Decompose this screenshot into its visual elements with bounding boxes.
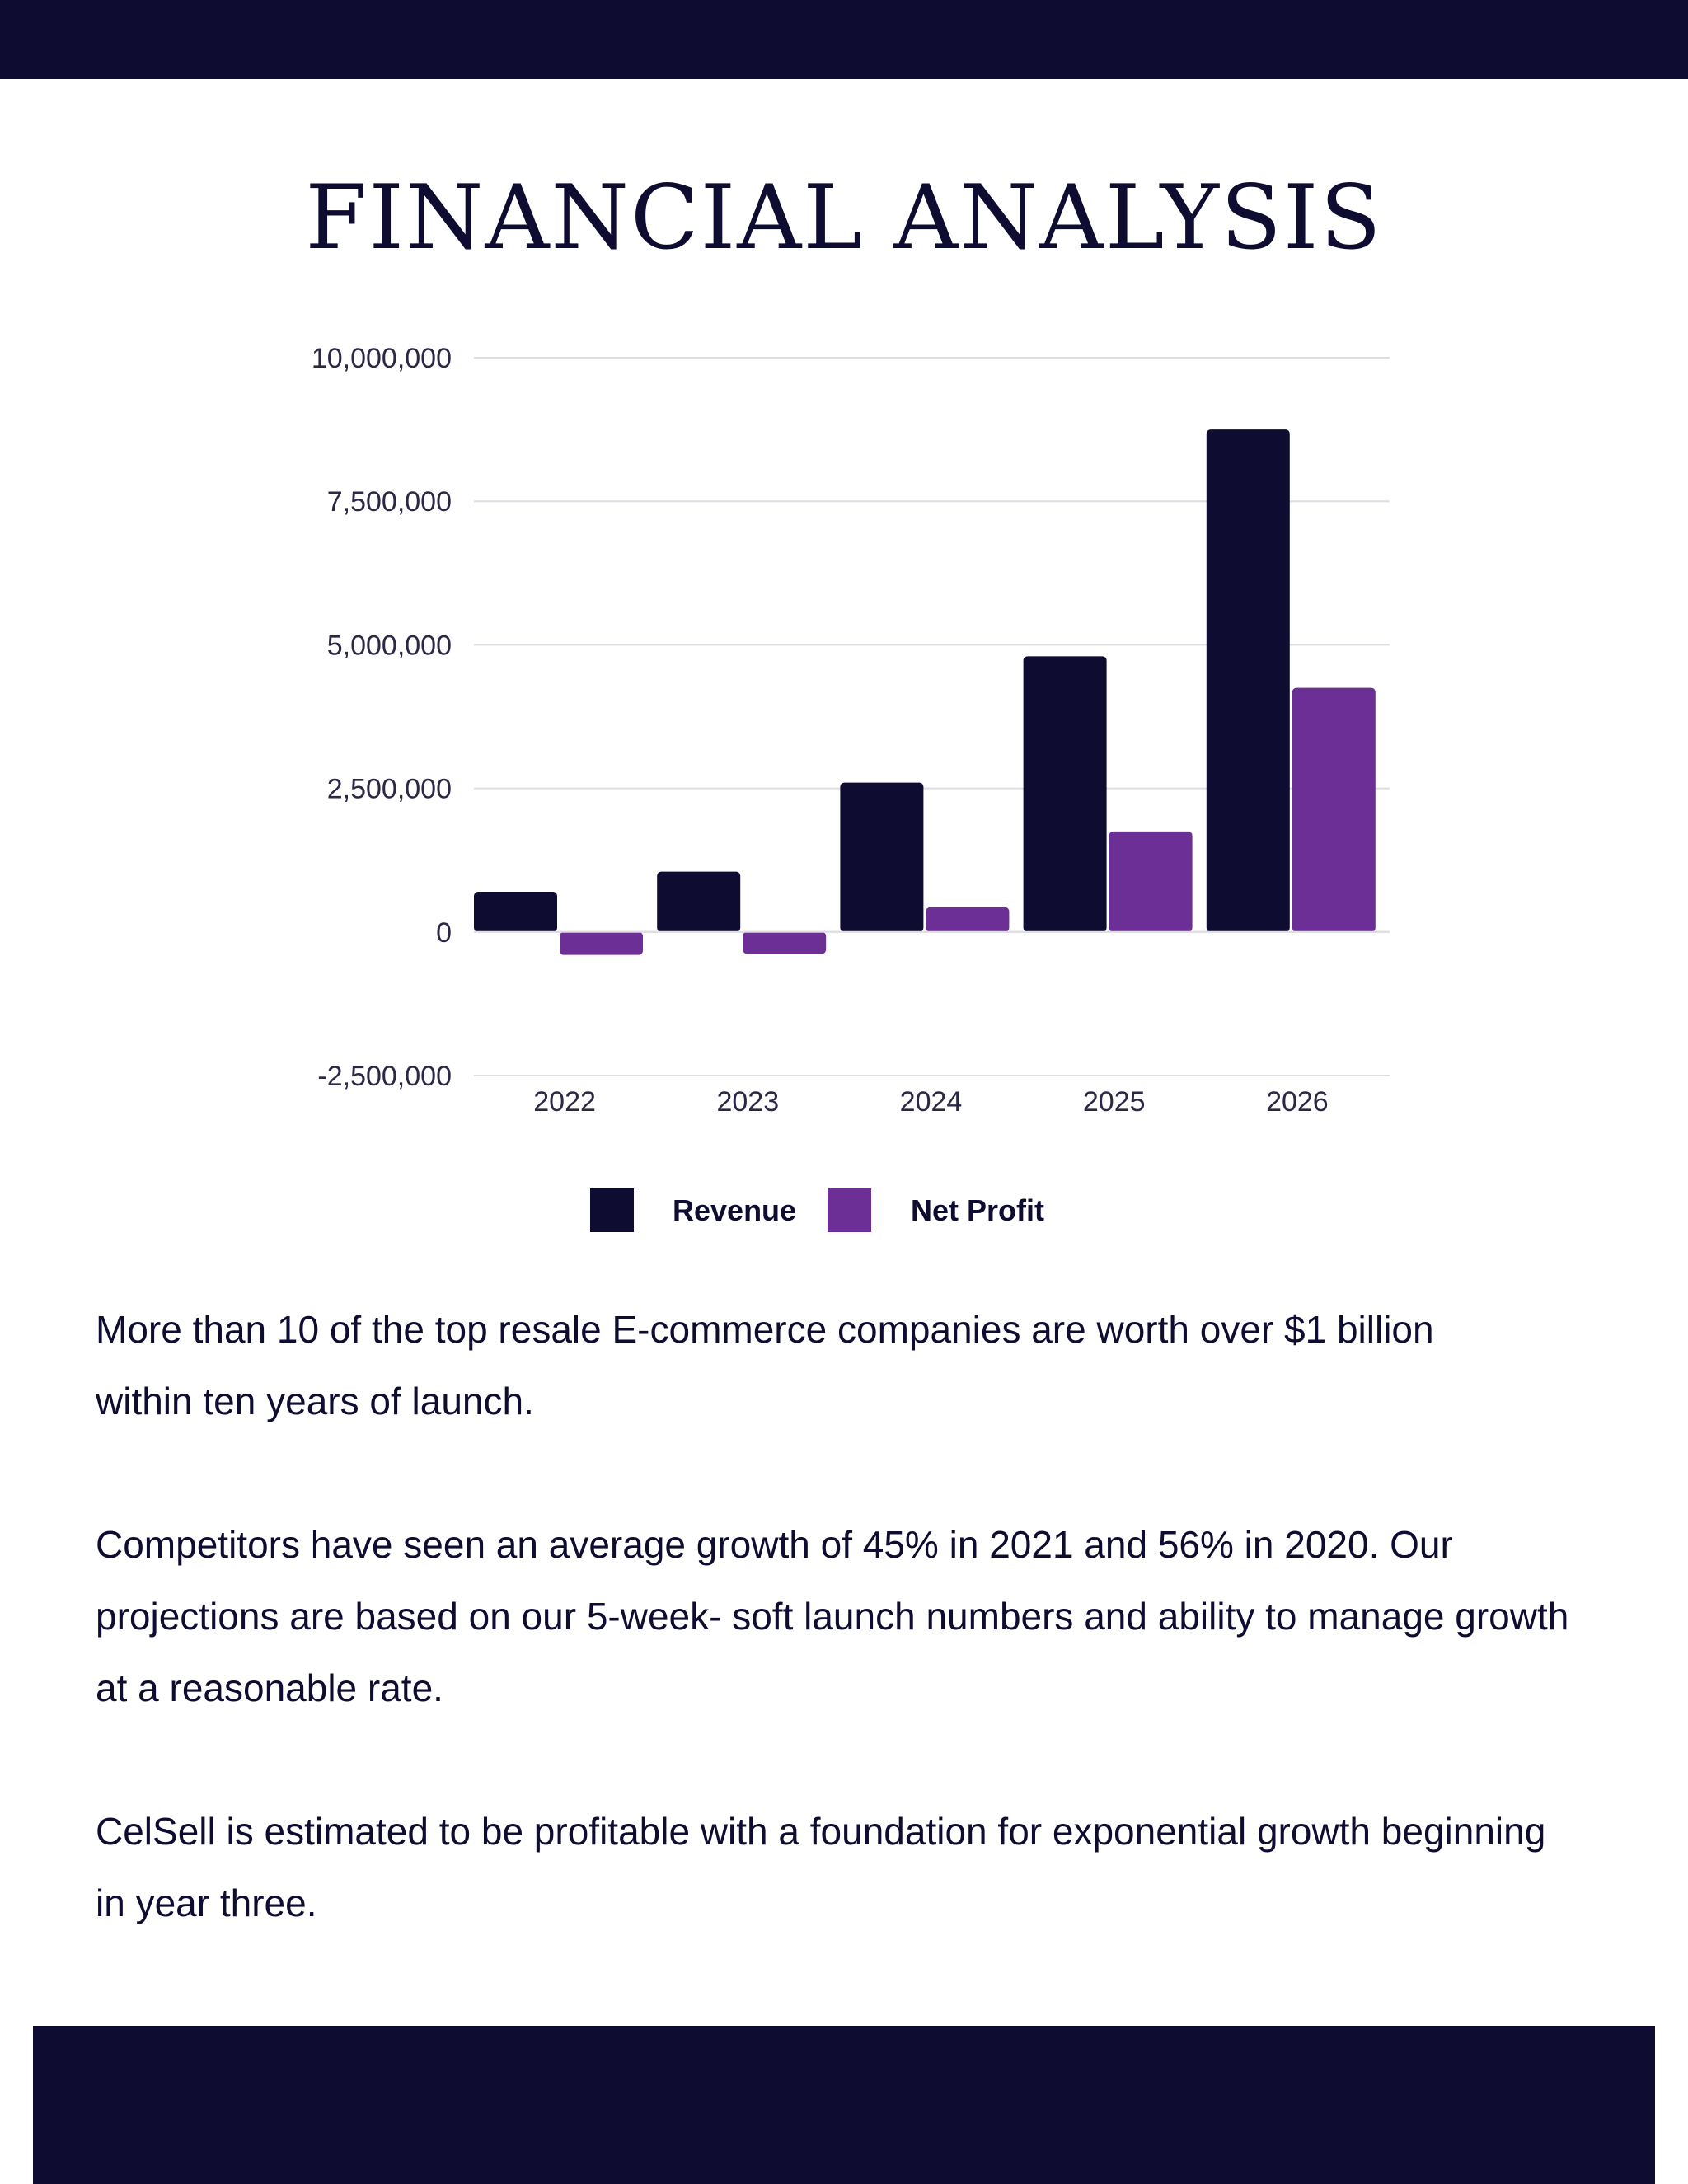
- bottom-band: [33, 2026, 1655, 2184]
- bar-revenue-2022: [474, 892, 557, 932]
- paragraph-profitability: CelSell is estimated to be profitable wi…: [96, 1810, 1546, 1924]
- legend-label-net-profit: Net Profit: [911, 1193, 1044, 1227]
- x-tick-label: 2025: [1083, 1086, 1146, 1118]
- x-tick-label: 2022: [533, 1086, 596, 1118]
- bar-revenue-2024: [840, 782, 924, 932]
- bar-chart-svg: 10,000,000 7,500,000 5,000,000 2,500,000 0 -2…: [312, 343, 1390, 1232]
- legend-swatch-net-profit: [828, 1188, 871, 1232]
- y-tick-label: -2,500,000: [317, 1061, 452, 1092]
- bar-net-profit-2024: [926, 907, 1010, 932]
- x-tick-label: 2023: [716, 1086, 779, 1118]
- chart: 10,000,000 7,500,000 5,000,000 2,500,000 0 -2…: [0, 313, 1688, 1253]
- y-tick-label: 7,500,000: [327, 486, 452, 518]
- bar-net-profit-2023: [743, 931, 827, 954]
- bar-net-profit-2025: [1109, 831, 1193, 932]
- y-tick-label: 5,000,000: [327, 630, 452, 661]
- y-tick-label: 0: [436, 917, 452, 949]
- bar-revenue-2025: [1023, 656, 1107, 932]
- legend-label-revenue: Revenue: [673, 1193, 796, 1227]
- top-band: [0, 0, 1688, 79]
- bar-net-profit-2026: [1292, 687, 1376, 932]
- y-tick-label: 2,500,000: [327, 774, 452, 805]
- bar-net-profit-2022: [560, 931, 643, 955]
- y-tick-label: 10,000,000: [312, 343, 452, 374]
- body-text: More than 10 of the top resale E-commerc…: [96, 1294, 1604, 2011]
- bar-revenue-2026: [1206, 429, 1290, 932]
- legend-swatch-revenue: [590, 1188, 634, 1232]
- paragraph-market-value: More than 10 of the top resale E-commerc…: [96, 1308, 1434, 1422]
- bar-revenue-2023: [657, 871, 741, 932]
- paragraph-growth: Competitors have seen an average growth …: [96, 1523, 1569, 1709]
- page-title: FINANCIAL ANALYSIS: [305, 166, 1383, 269]
- x-tick-label: 2026: [1266, 1086, 1329, 1118]
- x-tick-label: 2024: [900, 1086, 963, 1118]
